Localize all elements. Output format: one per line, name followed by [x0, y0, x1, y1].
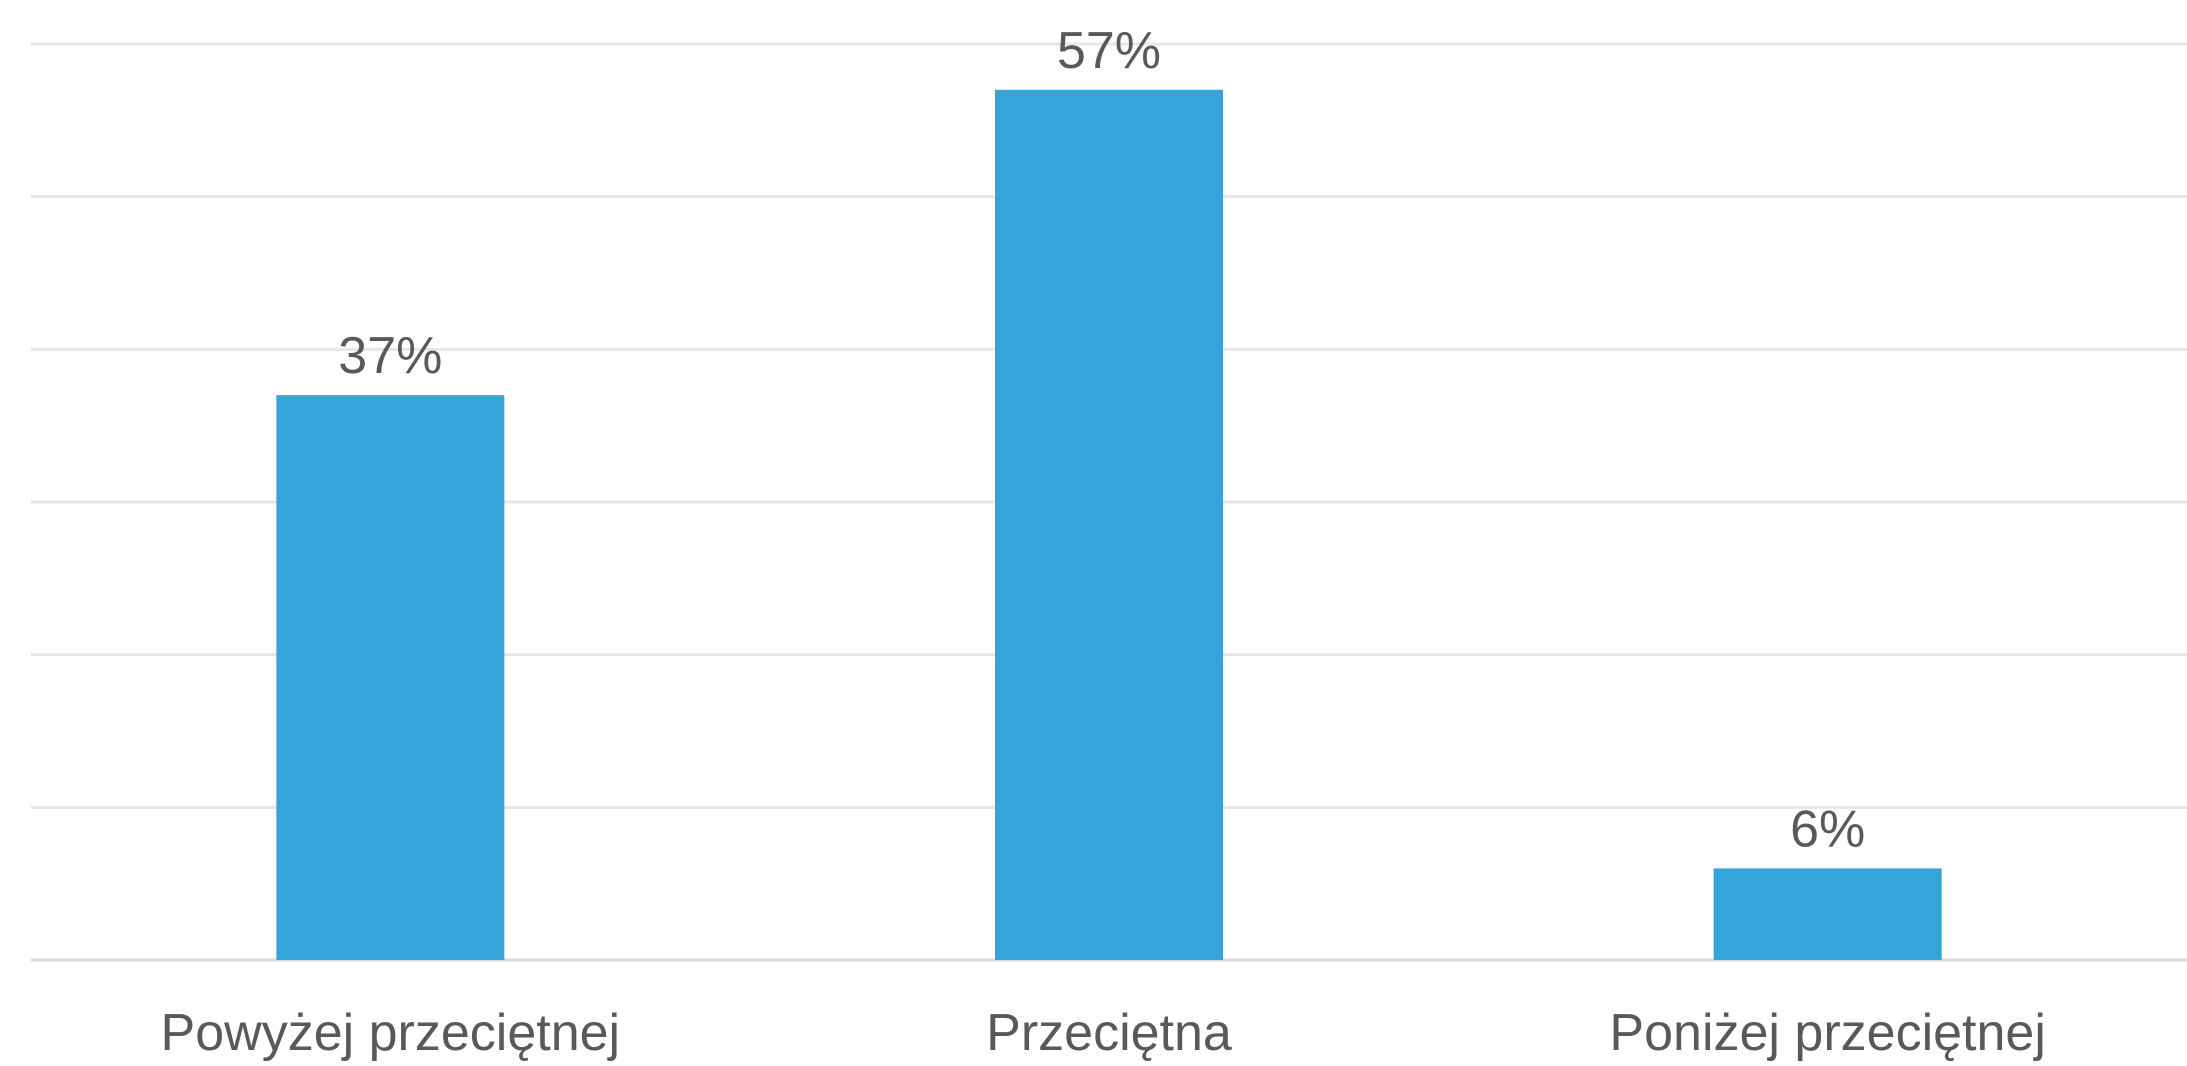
x-tick-label: Przeciętna — [986, 1004, 1232, 1061]
data-label: 37% — [338, 327, 442, 385]
bar-3 — [1713, 868, 1942, 960]
bar-1 — [276, 395, 505, 961]
data-label: 57% — [1057, 22, 1161, 80]
x-axis-tick-labels: Powyżej przeciętnej Przeciętna Poniżej prz… — [161, 1004, 2046, 1062]
bars — [276, 89, 1942, 961]
data-labels: 37% 57% 6% — [338, 22, 1865, 859]
data-label: 6% — [1790, 800, 1865, 858]
bar-2 — [995, 89, 1223, 961]
x-tick-label: Powyżej przeciętnej — [161, 1004, 621, 1061]
x-tick-label: Poniżej przeciętnej — [1609, 1004, 2045, 1061]
